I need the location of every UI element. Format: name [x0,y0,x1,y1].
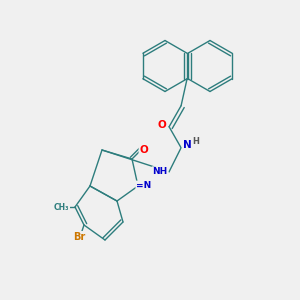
Text: CH₃: CH₃ [54,202,69,211]
Text: N: N [183,140,191,150]
Text: O: O [157,120,166,130]
Text: H: H [193,137,200,146]
Text: =N: =N [136,182,152,190]
Text: Br: Br [74,232,86,242]
Text: O: O [140,145,148,155]
Text: NH: NH [152,167,168,176]
